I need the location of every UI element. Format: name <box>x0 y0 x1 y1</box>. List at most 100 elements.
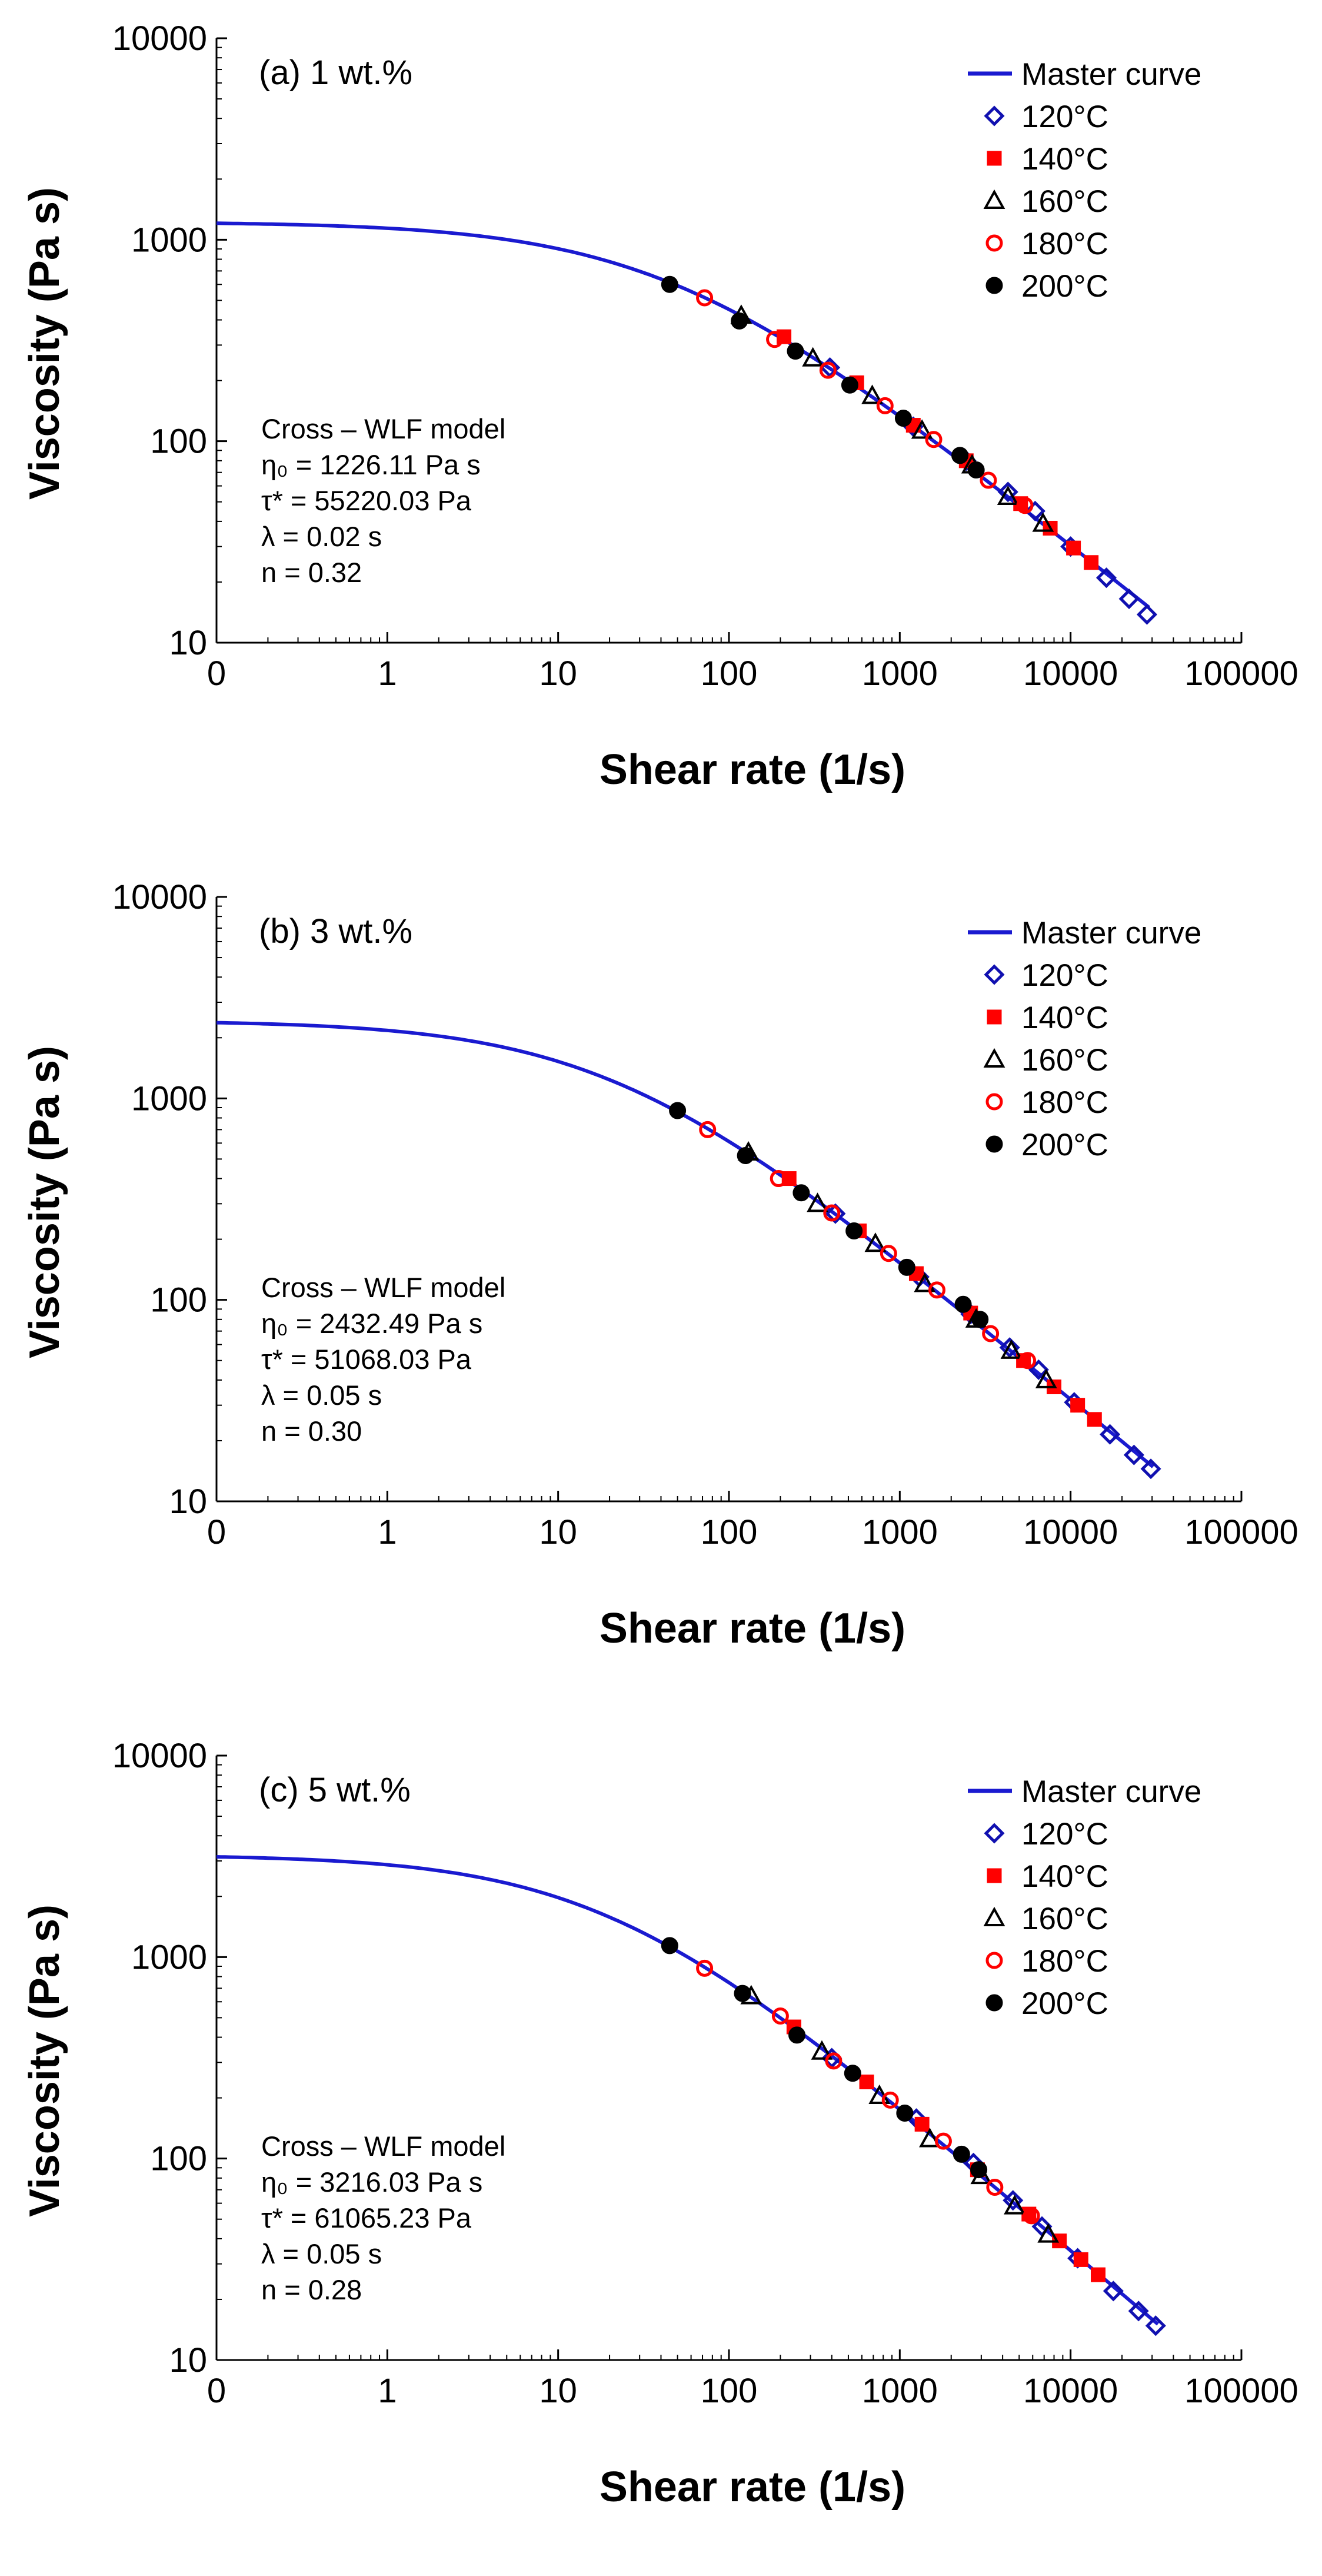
legend-label: 180°C <box>1021 227 1108 261</box>
data-point <box>861 384 883 404</box>
x-tick-label: 0 <box>207 2372 226 2410</box>
legend-marker <box>987 1009 1002 1025</box>
legend-marker <box>985 1952 1003 1969</box>
x-axis-label: Shear rate (1/s) <box>600 746 905 793</box>
data-point <box>1145 2315 1166 2336</box>
y-axis-label: Viscosity (Pa s) <box>21 187 68 500</box>
legend-marker <box>985 1135 1003 1153</box>
legend-label: 180°C <box>1021 1085 1108 1120</box>
data-point <box>951 447 969 464</box>
data-point <box>1028 1359 1049 1380</box>
data-point <box>1128 2301 1149 2322</box>
chart-panel-b: 0 1 10 100 1000 10000 100000 10 100 1000 10000 Shea… <box>21 878 1298 1652</box>
data-point <box>1100 1424 1121 1445</box>
legend-marker <box>985 234 1003 252</box>
x-tick-label: 0 <box>207 654 226 693</box>
data-point <box>699 1121 717 1138</box>
legend-label: 200°C <box>1021 269 1108 304</box>
data-point <box>770 1170 787 1188</box>
data-point <box>997 481 1018 503</box>
x-tick-label: 10 <box>539 654 577 693</box>
data-point <box>864 1232 887 1252</box>
data-point <box>1023 2207 1040 2225</box>
legend-label: 140°C <box>1021 1001 1108 1035</box>
series-200c <box>669 1102 989 1328</box>
series-120c <box>820 357 1158 625</box>
data-point <box>1070 1398 1085 1413</box>
model-tau: τ* = 51068.03 Pa <box>261 1344 472 1375</box>
chart-panel-c: 0 1 10 100 1000 10000 100000 10 100 1000 10000 Shea… <box>21 1737 1298 2511</box>
model-n: n = 0.30 <box>261 1415 362 1447</box>
data-point <box>1037 2223 1060 2243</box>
model-eta0: η₀ = 3216.03 Pa s <box>261 2166 482 2198</box>
y-tick-label: 1000 <box>131 221 207 259</box>
data-point <box>1136 604 1158 625</box>
model-lambda: λ = 0.02 s <box>261 521 382 552</box>
model-lambda: λ = 0.05 s <box>261 2238 382 2269</box>
model-tau: τ* = 55220.03 Pa <box>261 485 472 516</box>
legend-label: 200°C <box>1021 1986 1108 2021</box>
x-tick-label: 100 <box>701 2372 758 2410</box>
data-point <box>1032 512 1054 532</box>
legend-label: 200°C <box>1021 1128 1108 1162</box>
data-point <box>911 419 933 439</box>
data-point <box>1140 1458 1161 1480</box>
data-point <box>1123 1444 1144 1465</box>
legend-master-curve-label: Master curve <box>1021 57 1201 92</box>
data-point <box>661 1937 678 1955</box>
data-point <box>792 1184 810 1202</box>
x-tick-label: 1000 <box>862 2372 938 2410</box>
data-point <box>971 1311 989 1328</box>
series-120c <box>821 2047 1166 2336</box>
data-point <box>1016 497 1034 514</box>
legend-master-curve-label: Master curve <box>1021 1774 1201 1809</box>
data-point <box>766 331 784 348</box>
legend-label: 120°C <box>1021 1817 1108 1852</box>
y-tick-label: 10000 <box>112 878 207 916</box>
model-lambda: λ = 0.05 s <box>261 1380 382 1411</box>
model-tau: τ* = 61065.23 Pa <box>261 2202 472 2233</box>
data-point <box>1073 2252 1088 2267</box>
y-tick-label: 10000 <box>112 19 207 58</box>
x-tick-label: 1000 <box>862 654 938 693</box>
model-title: Cross – WLF model <box>261 413 505 444</box>
data-point <box>1087 1412 1102 1427</box>
data-point <box>914 1272 936 1292</box>
model-n: n = 0.32 <box>261 557 362 588</box>
legend-marker <box>983 1906 1005 1926</box>
y-axis-label: Viscosity (Pa s) <box>21 1046 68 1358</box>
data-point <box>1091 2267 1106 2282</box>
data-point <box>823 1204 841 1222</box>
data-point <box>1084 555 1099 570</box>
model-eta0: η₀ = 1226.11 Pa s <box>261 449 481 480</box>
data-point <box>970 2161 988 2179</box>
x-tick-label: 10000 <box>1023 2372 1118 2410</box>
data-point <box>876 397 894 414</box>
y-tick-label: 10 <box>169 2341 207 2379</box>
data-point <box>967 461 985 479</box>
legend-marker <box>987 1868 1002 1883</box>
data-point <box>811 2040 833 2060</box>
y-tick-label: 10 <box>169 1483 207 1521</box>
data-point <box>1066 540 1081 556</box>
x-tick-label: 1 <box>378 1513 397 1551</box>
legend-label: 120°C <box>1021 958 1108 993</box>
data-point <box>928 1281 945 1299</box>
data-point <box>669 1102 687 1119</box>
data-point <box>1024 500 1045 521</box>
data-point <box>825 2052 843 2070</box>
series-200c <box>661 275 985 479</box>
data-point <box>925 431 943 448</box>
data-point <box>982 1325 1000 1342</box>
x-tick-label: 100000 <box>1184 654 1298 693</box>
data-point <box>1118 589 1140 610</box>
data-point <box>954 1295 972 1313</box>
data-point <box>859 2075 874 2090</box>
model-n: n = 0.28 <box>261 2274 362 2305</box>
legend-master-curve-label: Master curve <box>1021 916 1201 950</box>
data-point <box>844 2065 861 2082</box>
data-point <box>771 2007 789 2025</box>
data-point <box>919 2128 941 2148</box>
data-point <box>696 289 714 307</box>
data-point <box>1095 567 1117 589</box>
